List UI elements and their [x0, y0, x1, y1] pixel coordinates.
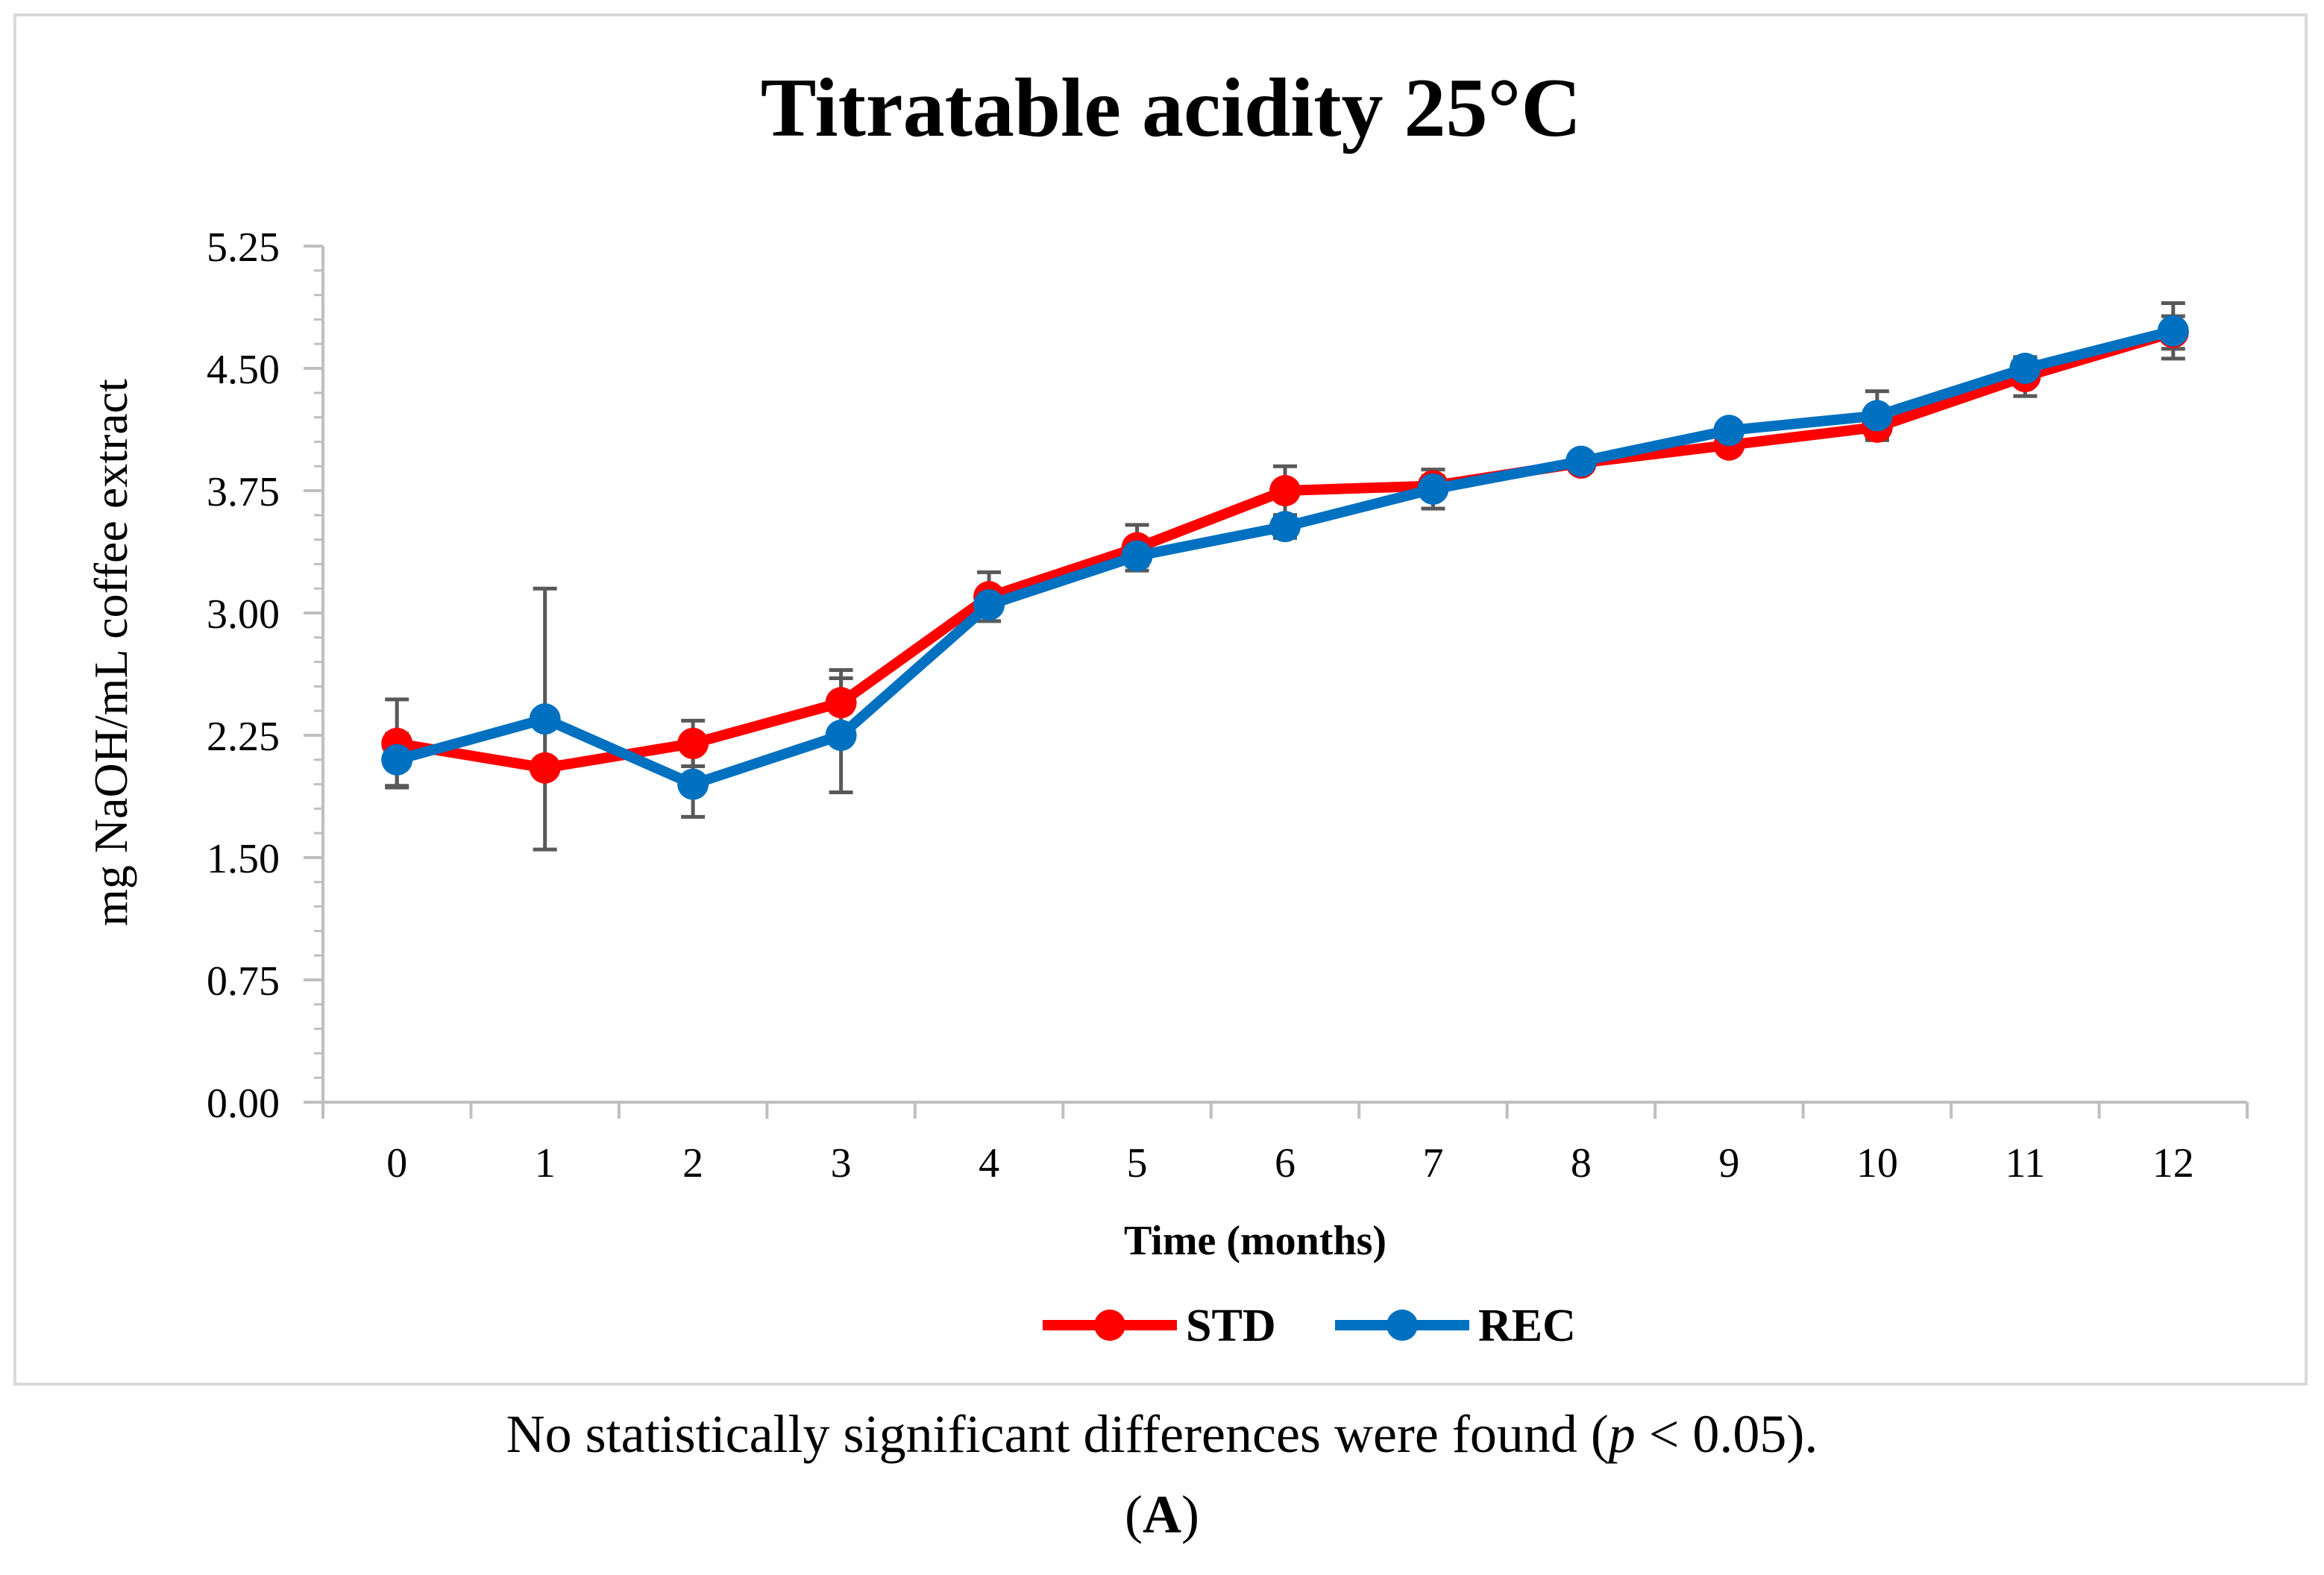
y-tick-label: 3.75	[207, 469, 280, 515]
x-tick-label: 10	[1856, 1140, 1898, 1186]
data-point-rec	[825, 720, 857, 751]
note-p-symbol: p	[1608, 1404, 1636, 1464]
x-tick-label: 7	[1422, 1140, 1443, 1186]
chart-title: Titratable acidity 25°C	[761, 62, 1581, 154]
data-point-std	[677, 727, 709, 759]
data-point-rec	[1417, 473, 1449, 505]
y-tick-label: 5.25	[207, 224, 280, 271]
note-text-before: No statistically significant differences…	[506, 1404, 1609, 1464]
x-tick-label: 4	[979, 1140, 999, 1186]
x-axis-label: Time (months)	[1124, 1218, 1386, 1264]
y-tick-label: 2.25	[207, 714, 280, 760]
x-tick-label: 0	[386, 1140, 407, 1186]
x-tick-label: 9	[1718, 1140, 1739, 1186]
data-point-rec	[1565, 445, 1597, 477]
legend-label: STD	[1186, 1301, 1276, 1351]
panel-open: (	[1125, 1485, 1143, 1544]
significance-note: No statistically significant differences…	[0, 1403, 2324, 1465]
legend-marker	[1094, 1310, 1125, 1341]
data-point-rec	[2009, 353, 2041, 384]
x-tick-label: 8	[1571, 1140, 1592, 1186]
legend-item-rec: REC	[1335, 1301, 1576, 1351]
series-rec	[381, 315, 2189, 800]
chart-frame	[13, 13, 2308, 1386]
y-tick-label: 0.00	[207, 1081, 280, 1127]
data-point-rec	[529, 703, 561, 735]
series-line-std	[392, 327, 2179, 773]
y-tick-label: 4.50	[207, 347, 280, 393]
legend-label: REC	[1478, 1301, 1576, 1351]
panel-letter: A	[1143, 1485, 1181, 1544]
series-std	[381, 316, 2189, 784]
data-point-rec	[1269, 511, 1301, 543]
data-point-rec	[1121, 540, 1153, 572]
data-point-rec	[1861, 400, 1893, 432]
panel-label: (A)	[0, 1484, 2324, 1546]
data-point-std	[529, 752, 561, 784]
data-point-std	[825, 687, 857, 719]
x-tick-label: 6	[1275, 1140, 1296, 1186]
x-tick-label: 5	[1127, 1140, 1148, 1186]
data-point-rec	[973, 589, 1005, 621]
x-tick-labels: 0 1 2 3 4 5 6 7 8 9 10 11 12	[386, 1140, 2194, 1186]
x-tick-label: 3	[831, 1140, 852, 1186]
x-tick-label: 11	[2005, 1140, 2045, 1186]
note-text-after: < 0.05).	[1635, 1404, 1818, 1464]
series-line-rec	[392, 325, 2179, 790]
x-tick-label: 2	[682, 1140, 703, 1186]
y-tick-labels: 0.00 0.75 1.50 2.25 3.00 3.75 4.50 5.25	[207, 224, 280, 1127]
series-lines	[381, 315, 2189, 800]
data-point-std	[1269, 475, 1301, 506]
y-tick-label: 1.50	[207, 836, 280, 882]
data-point-rec	[677, 768, 709, 800]
x-tick-label: 1	[535, 1140, 556, 1186]
y-tick-label: 3.00	[207, 591, 280, 638]
data-point-rec	[1713, 415, 1745, 447]
legend-item-std: STD	[1043, 1301, 1276, 1351]
data-point-rec	[2157, 315, 2189, 347]
legend: STD REC	[1043, 1301, 1576, 1351]
panel-close: )	[1181, 1485, 1199, 1544]
y-axis-label: mg NaOH/mL coffee extract	[84, 379, 137, 926]
y-tick-label: 0.75	[207, 958, 280, 1005]
axes	[304, 245, 2249, 1119]
data-point-rec	[381, 744, 413, 776]
x-tick-label: 12	[2152, 1140, 2194, 1186]
legend-marker	[1386, 1310, 1418, 1341]
